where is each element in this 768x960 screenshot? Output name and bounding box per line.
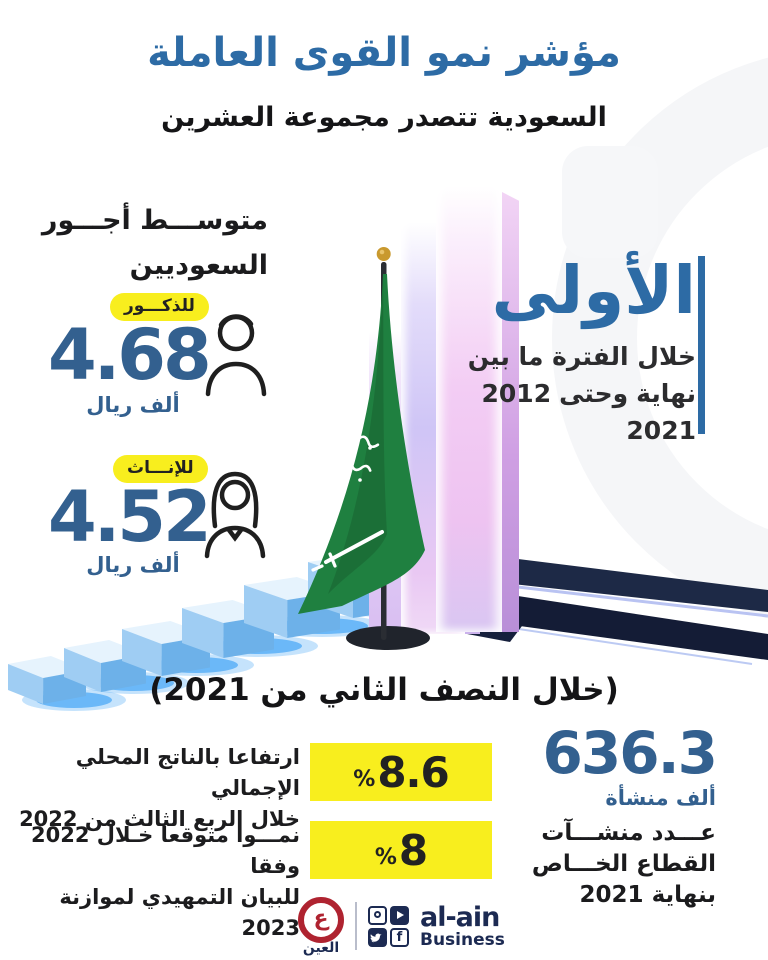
twitter-icon bbox=[368, 927, 387, 947]
page-subtitle: السعودية تتصدر مجموعة العشرين bbox=[161, 102, 607, 133]
female-wage-unit: ألف ريال bbox=[86, 553, 180, 577]
tower-bar-tall-side bbox=[502, 192, 519, 632]
alain-logo-glyph: ع bbox=[313, 906, 329, 931]
wages-heading: متوســـط أجـــور السعوديين bbox=[20, 198, 268, 288]
rank-period-line2: 2012 وحتى نهاية bbox=[468, 375, 696, 412]
gdp-stat-line1: ارتفاعا بالناتج المحلي الإجمالي bbox=[75, 745, 300, 800]
male-wage-unit: ألف ريال bbox=[86, 393, 180, 417]
rank-accent-bar bbox=[698, 256, 705, 434]
gdp-stat-value-box: % 8.6 bbox=[310, 743, 492, 801]
watermark-rounded-square bbox=[562, 146, 658, 258]
rank-period-word1: وحتى bbox=[559, 379, 629, 408]
percent-sign: % bbox=[374, 844, 397, 870]
establishments-caption-line2: القطاع الخـــاص bbox=[531, 851, 716, 877]
wages-heading-line2: السعوديين bbox=[129, 250, 268, 281]
flag-finial bbox=[376, 247, 391, 261]
male-person-icon bbox=[205, 314, 267, 397]
percent-sign: % bbox=[353, 766, 376, 792]
growth-stat-value: 8 bbox=[398, 825, 428, 875]
female-person-icon bbox=[204, 471, 266, 559]
male-wage-value: 4.68 bbox=[48, 314, 212, 396]
brand-name: al-ain bbox=[420, 901, 500, 933]
flag-calligraphy-dots bbox=[352, 426, 372, 482]
instagram-icon bbox=[368, 905, 387, 925]
flag-calligraphy bbox=[311, 412, 384, 572]
alain-logo-arabic: العين bbox=[302, 940, 340, 956]
female-label-badge: للإنـــاث bbox=[113, 455, 208, 483]
flag-base bbox=[346, 626, 430, 650]
saudi-flag-graphic bbox=[298, 247, 430, 650]
footer-brand: ع العين f al-ain Business bbox=[298, 896, 505, 956]
rank-block: الأولى خلال الفترة ما بين 2012 وحتى نهاي… bbox=[468, 250, 696, 449]
social-icons: f bbox=[368, 905, 409, 947]
youtube-icon bbox=[390, 905, 409, 925]
rank-period-year-end: 2021 bbox=[626, 416, 696, 445]
brand-subtitle: Business bbox=[420, 929, 505, 950]
rank-value: الأولى bbox=[491, 252, 696, 329]
growth-stat-value-box: % 8 bbox=[310, 821, 492, 879]
establishments-caption: عـــدد منشـــآت القطاع الخـــاص بنهاية 2… bbox=[496, 818, 716, 911]
brand-text: al-ain Business bbox=[420, 904, 505, 949]
alain-logo: ع العين bbox=[298, 897, 344, 955]
growth-stat-line1: نمـــوا متوقعا خـلال 2022 وفقا bbox=[31, 823, 300, 878]
male-label-badge: للذكـــور bbox=[110, 293, 209, 321]
flag-cloth bbox=[298, 274, 425, 614]
rank-period-line1: خلال الفترة ما بين bbox=[467, 342, 696, 371]
gdp-stat-value: 8.6 bbox=[377, 747, 449, 797]
rank-period-year-start: 2012 bbox=[481, 379, 552, 408]
tower-bar-tall bbox=[436, 186, 502, 632]
facebook-icon: f bbox=[390, 927, 409, 947]
establishments-value: 636.3 bbox=[542, 719, 718, 787]
rank-period: خلال الفترة ما بين 2012 وحتى نهاية 2021 bbox=[468, 338, 696, 449]
gdp-stat-text: ارتفاعا بالناتج المحلي الإجمالي خلال الر… bbox=[10, 742, 300, 835]
footer-divider bbox=[355, 902, 357, 950]
establishments-block: 636.3 ألف منشأة عـــدد منشـــآت القطاع ا… bbox=[496, 719, 718, 911]
rank-period-word2: نهاية bbox=[636, 379, 696, 408]
alain-logo-circle: ع bbox=[298, 897, 344, 943]
wages-heading-line1: متوســـط أجـــور bbox=[41, 205, 268, 236]
gdp-stat-line2: خلال الربع الثالث من 2022 bbox=[19, 807, 300, 831]
establishments-unit: ألف منشأة bbox=[605, 786, 716, 810]
establishments-caption-line3: بنهاية 2021 bbox=[579, 882, 716, 908]
female-wage-value: 4.52 bbox=[48, 476, 212, 558]
establishments-caption-line1: عـــدد منشـــآت bbox=[541, 820, 716, 846]
growth-stat-text: نمـــوا متوقعا خـلال 2022 وفقا للبيان ال… bbox=[10, 820, 300, 944]
period-note: (خلال النصف الثاني من 2021) bbox=[149, 672, 619, 708]
growth-stat-line2: للبيان التمهيدي لموازنة 2023 bbox=[59, 885, 300, 940]
page-title: مؤشر نمو القوى العاملة bbox=[147, 30, 621, 76]
